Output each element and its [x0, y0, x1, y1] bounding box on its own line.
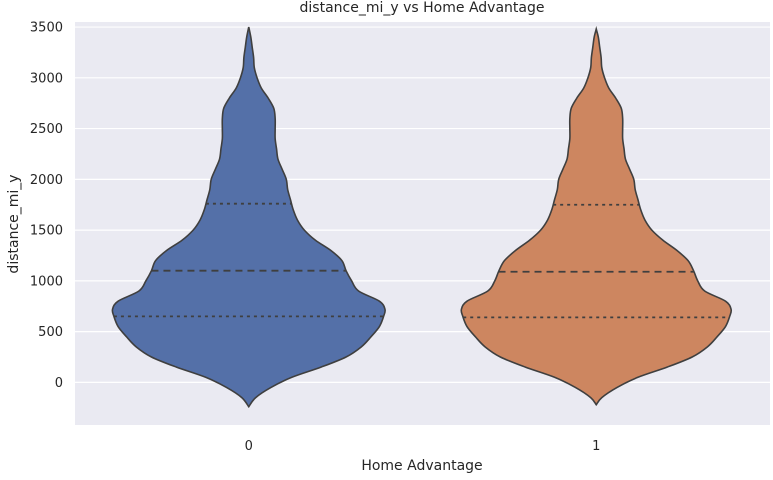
violin-body — [460, 25, 733, 407]
violin-body — [111, 26, 386, 409]
violin-1 — [460, 25, 733, 407]
y-tick-label: 3500 — [30, 21, 63, 36]
chart-title: distance_mi_y vs Home Advantage — [300, 0, 545, 16]
y-tick-labels: 0 500 1000 1500 2000 2500 3000 3500 — [30, 21, 63, 391]
violins — [111, 25, 733, 409]
y-tick-label: 3000 — [30, 71, 63, 86]
y-tick-label: 2500 — [30, 122, 63, 137]
violin-0 — [111, 26, 386, 409]
y-tick-label: 0 — [55, 376, 63, 391]
y-tick-label: 1500 — [30, 224, 63, 239]
x-axis-label: Home Advantage — [361, 458, 482, 474]
y-axis-label: distance_mi_y — [6, 174, 22, 273]
x-tick-label: 0 — [245, 439, 253, 454]
y-tick-label: 1000 — [30, 274, 63, 289]
y-tick-label: 500 — [38, 325, 63, 340]
y-tick-label: 2000 — [30, 173, 63, 188]
x-tick-label: 1 — [592, 439, 600, 454]
